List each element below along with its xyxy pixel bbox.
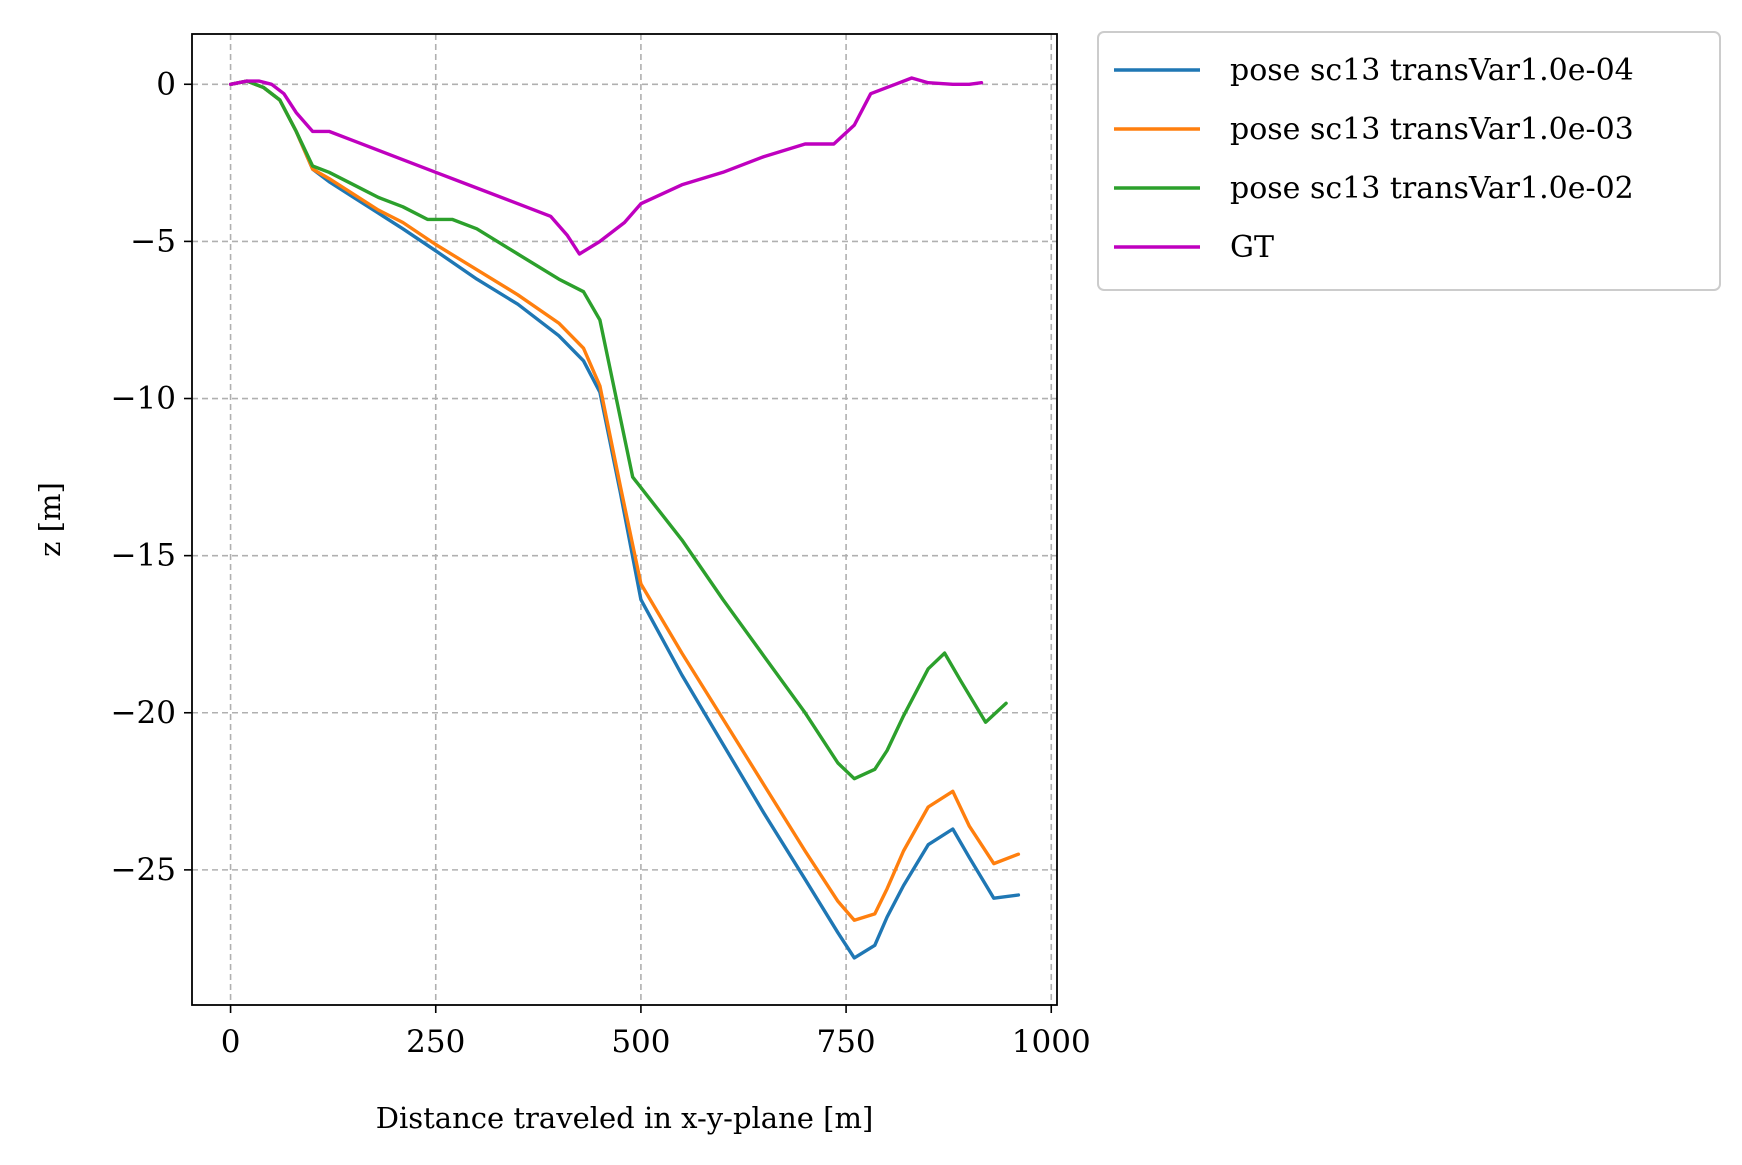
series-line-2 [228,79,1008,781]
x-tick-label: 500 [611,1024,670,1060]
legend: pose sc13 transVar1.0e-04 pose sc13 trans… [1097,31,1721,291]
y-tick-label: −15 [111,538,176,574]
axis-ticks: 0 250 500 750 1000 0 −5 −10 −15 −20 −25 [111,66,1091,1060]
legend-label: pose sc13 transVar1.0e-04 [1230,53,1634,88]
x-tick-label: 750 [816,1024,875,1060]
series-group [228,76,1021,960]
legend-label: pose sc13 transVar1.0e-03 [1230,112,1634,147]
y-tick-label: −5 [130,223,176,259]
y-tick-label: 0 [156,66,176,102]
y-tick-label: −10 [111,381,176,417]
plot-frame [191,33,1058,1006]
y-tick-label: −25 [111,852,176,888]
series-line-0 [228,79,1021,960]
legend-label: pose sc13 transVar1.0e-02 [1230,171,1634,206]
y-axis-label: z [m] [33,482,67,557]
legend-label: GT [1230,230,1274,265]
x-axis-label: Distance traveled in x-y-plane [m] [376,1101,874,1135]
y-tick-label: −20 [111,695,176,731]
x-tick-label: 0 [221,1024,241,1060]
legend-box [1097,31,1721,291]
series-line-3 [228,76,984,256]
x-tick-label: 250 [406,1024,465,1060]
series-line-1 [228,79,1021,922]
x-tick-label: 1000 [1012,1024,1091,1060]
grid [192,34,1057,1005]
